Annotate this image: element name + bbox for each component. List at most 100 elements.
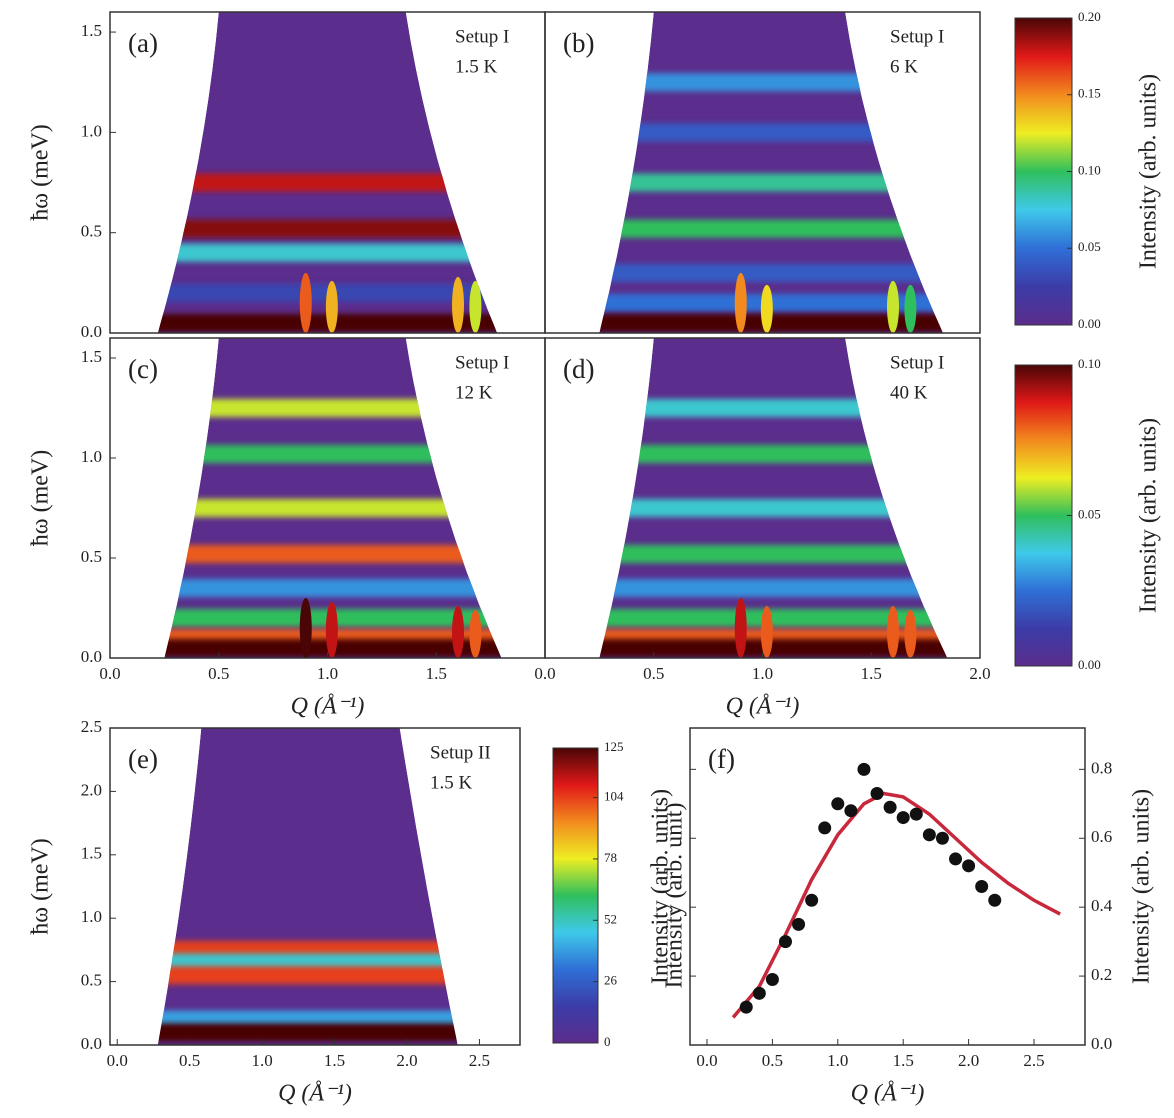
peak bbox=[887, 606, 899, 658]
y-tick-label: 1.0 bbox=[81, 907, 102, 926]
fit-line bbox=[731, 791, 1061, 1019]
x-tick-label: 1.0 bbox=[827, 1051, 848, 1070]
point bbox=[922, 828, 936, 842]
point bbox=[778, 935, 792, 949]
band bbox=[599, 219, 944, 238]
panel-label: (e) bbox=[128, 744, 158, 774]
annotation: Setup I bbox=[455, 26, 509, 47]
y-tick-label: 0.0 bbox=[81, 1034, 102, 1053]
x-tick-label: 1.0 bbox=[752, 664, 773, 683]
colorbar-label: Intensity (arb. units) bbox=[1136, 74, 1162, 269]
band bbox=[599, 123, 944, 142]
band bbox=[599, 73, 944, 92]
annotation: Setup I bbox=[890, 26, 944, 47]
y-tick-label: 1.0 bbox=[81, 121, 102, 140]
y-tick-label: 0.0 bbox=[81, 322, 102, 341]
y-axis-label: ħω (meV) bbox=[28, 124, 54, 220]
point bbox=[896, 811, 910, 825]
band bbox=[157, 966, 458, 985]
heatmap bbox=[157, 728, 458, 1045]
annotation: Setup II bbox=[430, 742, 491, 763]
heatmap bbox=[599, 338, 948, 658]
annotation: 1.5 K bbox=[455, 56, 498, 77]
x-tick-label: 0.0 bbox=[107, 1051, 128, 1070]
colorbar-tick-label: 0.05 bbox=[1078, 239, 1101, 254]
band bbox=[599, 579, 948, 597]
frame bbox=[544, 11, 981, 334]
annotation: 40 K bbox=[890, 382, 928, 403]
panel: Setup I 12 K (c) 0.0 0.5 1.0 1.5 0.0 0.5 1.0 1.5 Q … bbox=[28, 337, 546, 720]
y-tick-label: 0.5 bbox=[81, 547, 102, 566]
point bbox=[752, 986, 766, 1000]
panel: Setup I 1.5 K (a) 0.0 0.5 1.0 1.5 ħω (meV) bbox=[28, 11, 546, 341]
peak bbox=[734, 598, 747, 658]
band bbox=[599, 445, 948, 463]
x-tick-label: 0.0 bbox=[99, 664, 120, 683]
coverage-fill bbox=[599, 12, 944, 333]
y-tick-label: 0.5 bbox=[81, 222, 102, 241]
heatmap bbox=[157, 12, 498, 333]
band bbox=[599, 263, 944, 282]
y-axis-label: ħω (meV) bbox=[28, 450, 54, 546]
panel-label: (f) bbox=[708, 744, 735, 774]
x-tick-label: 0.5 bbox=[179, 1051, 200, 1070]
panel: Setup I 6 K 0.00 0.05 0.10 0.15 0.20 Intensity … bbox=[544, 9, 1162, 334]
x-tick-label: 0.5 bbox=[643, 664, 664, 683]
colorbar bbox=[1014, 364, 1073, 667]
y-axis-label-right: Intensity (arb. units) bbox=[1129, 789, 1155, 984]
y-axis-label: ħω (meV) bbox=[28, 838, 54, 934]
x-tick-label: 2.5 bbox=[1023, 1051, 1044, 1070]
colorbar-tick-label: 125 bbox=[604, 739, 624, 754]
point bbox=[844, 804, 858, 818]
x-tick-label: 2.0 bbox=[969, 664, 990, 683]
x-tick-label: 1.0 bbox=[317, 664, 338, 683]
y-tick-label: 0.4 bbox=[1091, 896, 1113, 915]
peak bbox=[734, 272, 747, 333]
peak bbox=[299, 272, 312, 333]
colorbar-tick-label: 0.15 bbox=[1078, 86, 1101, 101]
peak bbox=[299, 598, 312, 658]
frame bbox=[689, 727, 1086, 1046]
x-tick-label: 0.0 bbox=[696, 1051, 717, 1070]
band bbox=[157, 1023, 458, 1042]
frame bbox=[109, 727, 521, 1046]
y-tick-label: 2.0 bbox=[81, 780, 102, 799]
point bbox=[975, 880, 989, 893]
point bbox=[805, 893, 819, 907]
x-axis-label: Q (Å⁻¹) bbox=[278, 1081, 352, 1107]
peak bbox=[325, 280, 338, 333]
panel-label: (b) bbox=[563, 28, 594, 58]
colorbar-tick-label: 0.00 bbox=[1078, 657, 1101, 672]
y-tick-label: 1.5 bbox=[81, 21, 102, 40]
band bbox=[599, 639, 948, 657]
x-axis-label: Q (Å⁻¹) bbox=[291, 694, 365, 720]
panel: Setup I 40 K 0.00 0.05 0.10 Intensity (arb. u… bbox=[534, 337, 1162, 720]
point bbox=[739, 1000, 753, 1014]
annotation: 12 K bbox=[455, 382, 493, 403]
panel-label: (a) bbox=[128, 28, 158, 58]
peak bbox=[904, 284, 917, 333]
colorbar-tick-label: 0.00 bbox=[1078, 316, 1101, 331]
band bbox=[164, 545, 502, 563]
colorbar-tick-label: 0 bbox=[604, 1034, 611, 1049]
peak bbox=[904, 610, 917, 658]
point bbox=[962, 859, 976, 873]
annotation: Setup I bbox=[455, 352, 509, 373]
y-tick-label: 1.5 bbox=[81, 844, 102, 863]
peak bbox=[325, 602, 338, 658]
annotation: Setup I bbox=[890, 352, 944, 373]
y-tick-label: 0.8 bbox=[1091, 758, 1112, 777]
colorbar-tick-label: 0.20 bbox=[1078, 9, 1101, 24]
colorbar-tick-label: 104 bbox=[604, 789, 624, 804]
colorbar bbox=[1014, 17, 1073, 326]
point bbox=[765, 973, 779, 987]
point bbox=[935, 831, 949, 845]
point bbox=[792, 917, 806, 931]
point bbox=[818, 821, 832, 835]
y-tick-label: 0.6 bbox=[1091, 827, 1112, 846]
x-tick-label: 0.5 bbox=[762, 1051, 783, 1070]
peak bbox=[469, 610, 482, 658]
panel: Intensity (arb. units) (f) 0.0 0.5 1.0 1.5 2.0… bbox=[648, 727, 1155, 1107]
colorbar-tick-label: 26 bbox=[604, 973, 618, 988]
